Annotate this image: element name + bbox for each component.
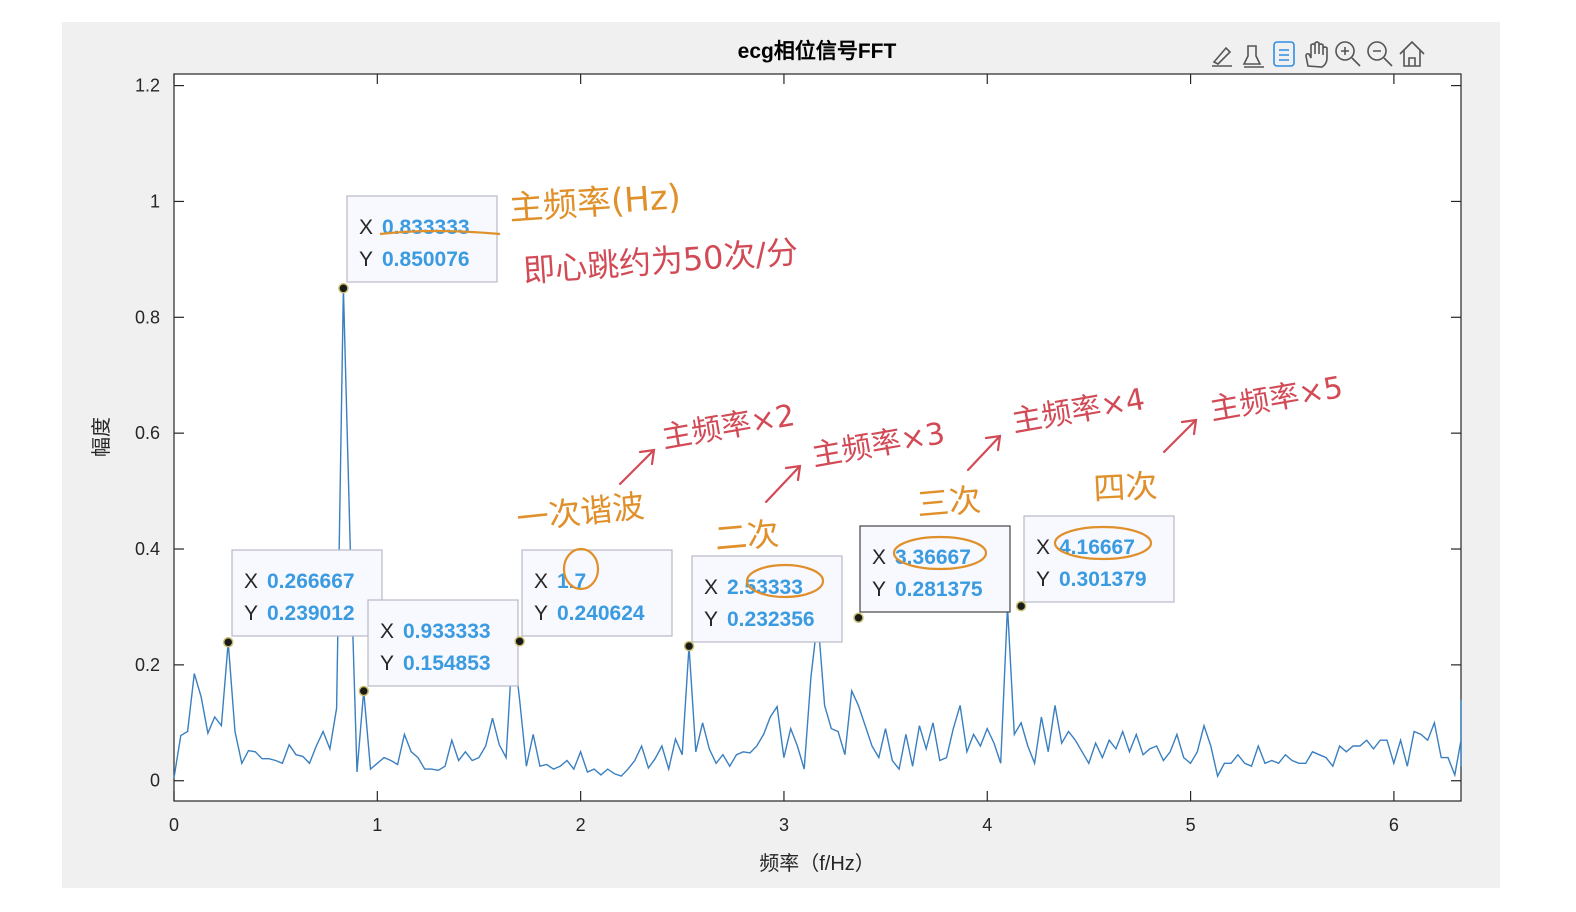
chart-title: ecg相位信号FFT [738,39,897,63]
datatip-box [367,599,519,687]
datatip-y-value: 0.240624 [557,602,645,625]
fft-series-line [173,288,1462,779]
arrow-x2 [618,448,656,486]
datatip-marker [514,636,525,647]
datatip-y-label: Y [380,652,394,675]
datatip-marker [683,640,695,652]
datatip-y-value: 0.239012 [267,602,355,625]
datatip-y-value: 0.232356 [727,608,815,631]
y-tick-label: 1 [150,191,160,211]
y-tick-label: 0.2 [135,655,160,675]
underline-main-frequency [379,229,501,236]
circle-x3 [892,535,988,571]
x-tick-label: 5 [1186,815,1196,835]
circle-x4 [1053,525,1153,561]
x-tick-label: 4 [982,815,992,835]
arrow-x3 [764,464,802,504]
y-tick-label: 0.6 [135,423,160,443]
x-tick-label: 2 [576,815,586,835]
zoom-out-icon[interactable] [1367,41,1393,67]
datatip-box [231,549,383,637]
fft-chart: 0 1 2 3 4 5 6 0 0.2 0.4 0.6 0.8 1 1.2 X 0.266667 Y 0.239… [90,39,1462,875]
datatip-marker [338,283,349,294]
y-tick-label: 1.2 [135,76,160,96]
datatip-x-label: X [872,546,886,569]
datatip-y-value: 0.301379 [1059,568,1147,591]
datatip-x-value: 0.833333 [382,216,470,239]
data-cursor-icon[interactable] [1242,45,1264,68]
arrow-x4 [966,434,1002,472]
datatip-x-value: 4.16667 [1059,536,1135,559]
datatip-box [346,195,498,283]
datatip-x-value: 0.933333 [403,620,491,643]
circle-x2 [745,563,825,599]
y-tick-label: 0.4 [135,539,160,559]
annotation-second: 二次 [713,515,780,558]
x-tick-label: 3 [779,815,789,835]
datatip[interactable]: X 0.833333 Y 0.850076 [346,195,498,283]
datatip-marker [853,612,864,623]
datatip-x-label: X [1036,536,1050,559]
datatip[interactable]: X 0.933333 Y 0.154853 [367,599,519,687]
datatip-y-label: Y [534,602,548,625]
figure-window: 0 1 2 3 4 5 6 0 0.2 0.4 0.6 0.8 1 1.2 X 0.266667 Y 0.239… [62,22,1500,888]
datatip-y-label: Y [1036,568,1050,591]
datatip-marker [1015,600,1027,612]
datatip-marker [358,685,370,697]
datatip-x-value: 3.36667 [895,546,971,569]
datatip[interactable]: X 4.16667 Y 0.301379 [1023,515,1175,603]
home-icon[interactable] [1399,40,1425,67]
datatip-marker [222,637,234,648]
datatip-y-label: Y [359,248,373,271]
x-tick-label: 6 [1389,815,1399,835]
y-tick-label: 0 [150,771,160,791]
datatip-y-label: Y [872,578,886,601]
datatip-box [691,555,843,643]
datatip[interactable]: X 0.266667 Y 0.239012 [231,549,383,637]
x-tick-label: 1 [372,815,382,835]
datatip-x-label: X [704,576,718,599]
datatip-x-label: X [359,216,373,239]
x-tick-label: 0 [169,815,179,835]
annotation-third: 三次 [915,481,982,524]
x-axis-label: 频率（f/Hz） [759,852,875,875]
pan-hand-icon[interactable] [1305,41,1328,68]
y-axis-label: 幅度 [90,417,113,457]
datatip-y-value: 0.154853 [403,652,491,675]
datatip-y-value: 0.281375 [895,578,983,601]
datatip-x-label: X [534,570,548,593]
circle-x1 [562,547,600,591]
datatip-y-label: Y [704,608,718,631]
datatip-x-label: X [244,570,258,593]
axes-toolbar [1212,40,1425,68]
datatip-x-value: 0.266667 [267,570,355,593]
zoom-in-icon[interactable] [1335,41,1361,67]
datatip-y-label: Y [244,602,258,625]
datatip-x-label: X [380,620,394,643]
y-tick-label: 0.8 [135,307,160,327]
datatip-icon[interactable] [1273,41,1295,67]
arrow-x5 [1162,418,1198,454]
datatip-y-value: 0.850076 [382,248,470,271]
annotation-fourth: 四次 [1092,467,1158,508]
brush-icon[interactable] [1212,46,1232,67]
